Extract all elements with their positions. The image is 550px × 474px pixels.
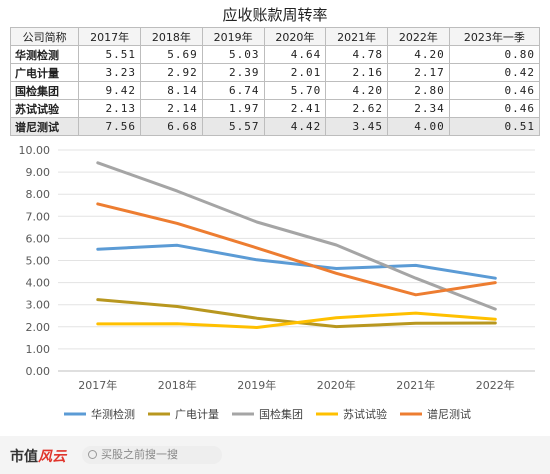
table-cell: 3.45 xyxy=(325,117,389,136)
series-line xyxy=(96,161,497,311)
x-tick-label: 2021年 xyxy=(396,378,435,392)
table-cell: 1.97 xyxy=(201,99,265,118)
table-cell: 3.23 xyxy=(78,63,141,82)
table-cell: 0.42 xyxy=(448,63,541,82)
data-table: 公司简称 2017年 2018年 2019年 2020年 2021年 2022年… xyxy=(9,27,541,136)
x-tick-label: 2017年 xyxy=(78,378,117,392)
legend-label: 谱尼测试 xyxy=(427,407,471,421)
table-cell: 4.78 xyxy=(325,45,389,64)
legend-label: 华测检测 xyxy=(91,407,135,421)
table-cell: 2.39 xyxy=(201,63,265,82)
table-cell: 2.80 xyxy=(387,81,450,100)
table-cell: 4.20 xyxy=(325,81,389,100)
legend-label: 国检集团 xyxy=(259,407,303,421)
search-placeholder: 买股之前搜一搜 xyxy=(101,448,178,461)
x-tick-label: 2022年 xyxy=(476,378,515,392)
table-cell: 2.41 xyxy=(263,99,327,118)
table-row: 广电计量 3.23 2.92 2.39 2.01 2.16 2.17 0.42 xyxy=(9,63,541,82)
x-tick-label: 2019年 xyxy=(237,378,276,392)
table-cell: 2.14 xyxy=(139,99,203,118)
table-cell: 5.69 xyxy=(139,45,203,64)
table-cell: 5.03 xyxy=(201,45,265,64)
y-tick-label: 9.00 xyxy=(26,166,51,179)
table-header-row: 公司简称 2017年 2018年 2019年 2020年 2021年 2022年… xyxy=(9,27,541,46)
logo-main-text: 市值 xyxy=(10,449,38,465)
y-tick-label: 10.00 xyxy=(19,144,51,157)
x-tick-label: 2018年 xyxy=(158,378,197,392)
table-cell: 2.16 xyxy=(325,63,389,82)
table-cell: 2.92 xyxy=(139,63,203,82)
table-cell: 6.68 xyxy=(139,117,203,136)
series-line xyxy=(96,311,497,329)
row-name: 华测检测 xyxy=(9,45,80,64)
y-tick-label: 2.00 xyxy=(26,321,51,334)
table-cell: 4.42 xyxy=(263,117,327,136)
search-icon xyxy=(88,450,97,459)
table-cell: 2.13 xyxy=(78,99,141,118)
table-cell: 4.20 xyxy=(387,45,450,64)
table-cell: 4.64 xyxy=(263,45,327,64)
table-cell: 9.42 xyxy=(78,81,141,100)
table-cell: 5.51 xyxy=(78,45,141,64)
y-tick-label: 8.00 xyxy=(26,188,51,201)
y-tick-label: 3.00 xyxy=(26,299,51,312)
series-line xyxy=(96,202,497,297)
table-row: 国检集团 9.42 8.14 6.74 5.70 4.20 2.80 0.46 xyxy=(9,81,541,100)
table-cell: 2.17 xyxy=(387,63,450,82)
table-cell: 6.74 xyxy=(201,81,265,100)
row-name: 谱尼测试 xyxy=(9,117,80,136)
y-tick-label: 0.00 xyxy=(26,365,51,378)
legend-label: 苏试试验 xyxy=(343,407,387,421)
chart-title: 应收账款周转率 xyxy=(222,6,328,24)
y-tick-label: 7.00 xyxy=(26,210,51,223)
legend-label: 广电计量 xyxy=(175,408,219,421)
row-name: 国检集团 xyxy=(9,81,80,100)
table-header-cell: 2019年 xyxy=(201,27,265,46)
y-tick-label: 5.00 xyxy=(26,255,51,268)
logo-accent-text: 风云 xyxy=(38,449,66,465)
y-tick-label: 1.00 xyxy=(26,343,51,356)
table-header-cell: 2017年 xyxy=(78,27,141,46)
table-cell: 5.70 xyxy=(263,81,327,100)
table-cell: 2.01 xyxy=(263,63,327,82)
x-tick-label: 2020年 xyxy=(317,378,356,392)
site-logo: 市值风云 xyxy=(10,446,66,466)
table-cell: 0.51 xyxy=(448,117,541,136)
row-name: 苏试试验 xyxy=(9,99,80,118)
table-header-cell: 2022年 xyxy=(387,27,450,46)
table-row: 苏试试验 2.13 2.14 1.97 2.41 2.62 2.34 0.46 xyxy=(9,99,541,118)
series-line xyxy=(96,243,497,280)
y-tick-label: 6.00 xyxy=(26,232,51,245)
table-header-cell: 2018年 xyxy=(139,27,203,46)
line-chart: 0.00 1.00 2.00 3.00 4.00 5.00 6.00 7.00 8.00 9.00… xyxy=(19,144,535,421)
table-cell: 7.56 xyxy=(78,117,141,136)
table-header-cell: 2023年一季 xyxy=(448,27,541,46)
table-header-cell: 公司简称 xyxy=(9,27,80,46)
table-header-cell: 2020年 xyxy=(263,27,327,46)
table-cell: 4.00 xyxy=(387,117,450,136)
row-name: 广电计量 xyxy=(9,63,80,82)
table-cell: 2.34 xyxy=(387,99,450,118)
table-cell: 5.57 xyxy=(201,117,265,136)
y-tick-label: 4.00 xyxy=(26,277,51,290)
table-header-cell: 2021年 xyxy=(325,27,389,46)
table-cell: 0.80 xyxy=(448,45,541,64)
table-cell: 0.46 xyxy=(448,81,541,100)
table-cell: 0.46 xyxy=(448,99,541,118)
table-row: 谱尼测试 7.56 6.68 5.57 4.42 3.45 4.00 0.51 xyxy=(9,117,541,136)
table-row: 华测检测 5.51 5.69 5.03 4.64 4.78 4.20 0.80 xyxy=(9,45,541,64)
table-cell: 8.14 xyxy=(139,81,203,100)
table-cell: 2.62 xyxy=(325,99,389,118)
search-box[interactable]: 买股之前搜一搜 xyxy=(82,446,222,464)
